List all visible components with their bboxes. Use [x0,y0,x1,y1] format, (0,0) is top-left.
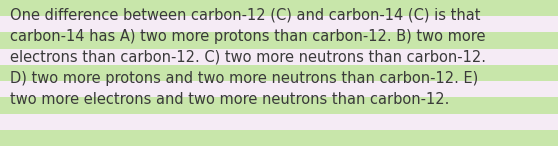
Text: One difference between carbon-12 (C) and carbon-14 (C) is that
carbon-14 has A) : One difference between carbon-12 (C) and… [10,8,486,107]
